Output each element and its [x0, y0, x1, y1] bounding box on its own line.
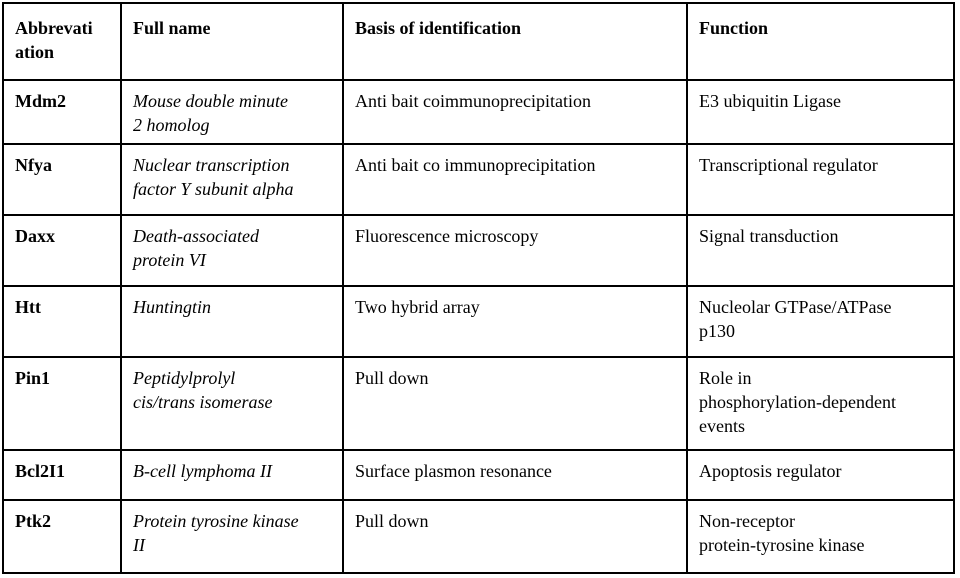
cell-full-name: B-cell lymphoma II	[120, 449, 344, 501]
header-function: Function	[686, 2, 955, 81]
cell-basis: Anti bait coimmunoprecipitation	[342, 79, 688, 145]
cell-full-name: Protein tyrosine kinase II	[120, 499, 344, 574]
cell-basis: Two hybrid array	[342, 285, 688, 358]
cell-full-name: Mouse double minute 2 homolog	[120, 79, 344, 145]
cell-function: Nucleolar GTPase/ATPase p130	[686, 285, 955, 358]
table-body: Mdm2 Mouse double minute 2 homolog Anti …	[2, 79, 955, 574]
cell-abbreviation: Bcl2I1	[2, 449, 122, 501]
cell-full-name: Peptidylprolyl cis/trans isomerase	[120, 356, 344, 451]
header-basis-of-identification: Basis of identification	[342, 2, 688, 81]
cell-abbreviation: Htt	[2, 285, 122, 358]
cell-abbreviation: Nfya	[2, 143, 122, 216]
cell-function: Transcriptional regulator	[686, 143, 955, 216]
table-row-pin1: Pin1 Peptidylprolyl cis/trans isomerase …	[2, 356, 955, 451]
cell-full-name: Death-associated protein VI	[120, 214, 344, 287]
cell-full-name: Nuclear transcription factor Y subunit a…	[120, 143, 344, 216]
cell-function: Non-receptor protein-tyrosine kinase	[686, 499, 955, 574]
table-row-nfya: Nfya Nuclear transcription factor Y subu…	[2, 143, 955, 216]
cell-basis: Anti bait co immunoprecipitation	[342, 143, 688, 216]
table-row-mdm2: Mdm2 Mouse double minute 2 homolog Anti …	[2, 79, 955, 145]
table-row-htt: Htt Huntingtin Two hybrid array Nucleola…	[2, 285, 955, 358]
cell-basis: Fluorescence microscopy	[342, 214, 688, 287]
cell-basis: Pull down	[342, 499, 688, 574]
header-full-name: Full name	[120, 2, 344, 81]
table-header: Abbrevati ation Full name Basis of ident…	[2, 2, 955, 81]
cell-basis: Pull down	[342, 356, 688, 451]
cell-abbreviation: Mdm2	[2, 79, 122, 145]
table-row-bcl2i1: Bcl2I1 B-cell lymphoma II Surface plasmo…	[2, 449, 955, 501]
cell-basis: Surface plasmon resonance	[342, 449, 688, 501]
cell-function: E3 ubiquitin Ligase	[686, 79, 955, 145]
cell-abbreviation: Daxx	[2, 214, 122, 287]
cell-abbreviation: Pin1	[2, 356, 122, 451]
cell-function: Signal transduction	[686, 214, 955, 287]
header-abbreviation: Abbrevati ation	[2, 2, 122, 81]
table-row-ptk2: Ptk2 Protein tyrosine kinase II Pull dow…	[2, 499, 955, 574]
cell-function: Apoptosis regulator	[686, 449, 955, 501]
cell-full-name: Huntingtin	[120, 285, 344, 358]
cell-abbreviation: Ptk2	[2, 499, 122, 574]
table-header-row: Abbrevati ation Full name Basis of ident…	[2, 2, 955, 81]
cell-function: Role in phosphorylation-dependent events	[686, 356, 955, 451]
table-row-daxx: Daxx Death-associated protein VI Fluores…	[2, 214, 955, 287]
